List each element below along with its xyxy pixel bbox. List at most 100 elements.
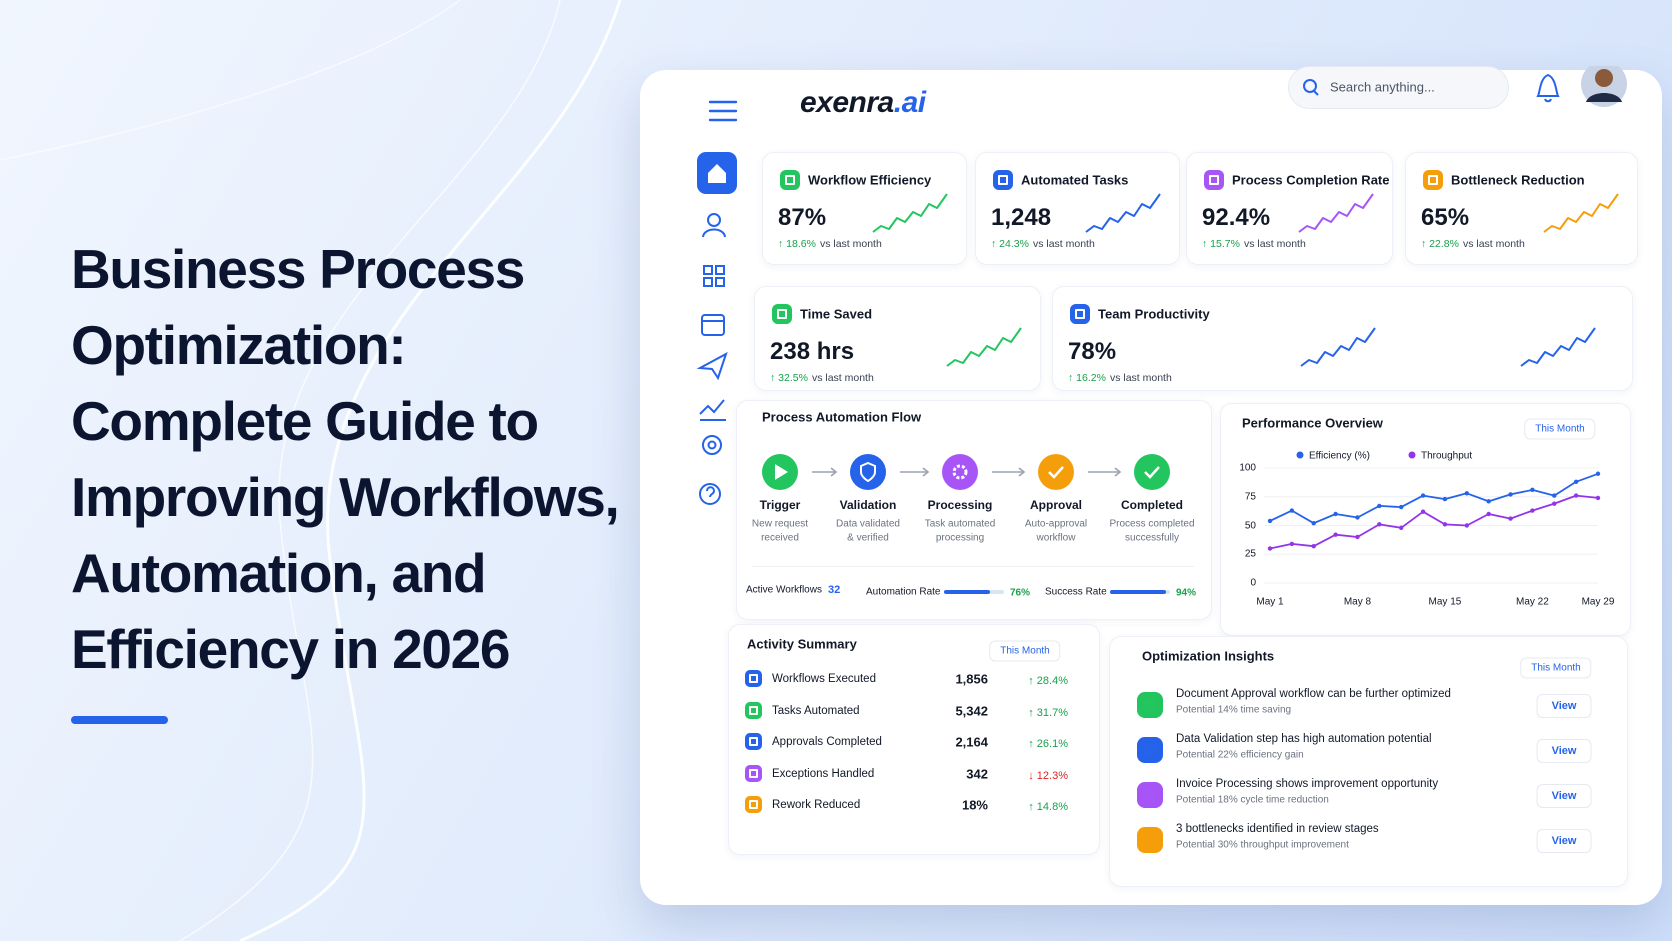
data-point — [1442, 522, 1448, 527]
sparkline — [1298, 193, 1374, 233]
notification-bell[interactable] — [1536, 73, 1560, 103]
flow-step-desc: & verified — [847, 532, 889, 544]
activity-label: Approvals Completed — [772, 736, 882, 748]
legend-label: Throughput — [1421, 450, 1473, 462]
activity-panel — [728, 624, 1100, 855]
flow-panel — [736, 400, 1212, 620]
data-point — [1333, 532, 1338, 537]
activity-label: Tasks Automated — [772, 704, 860, 717]
data-point — [1530, 487, 1535, 493]
flow-title: Process Automation Flow — [762, 409, 922, 425]
flow-step-circle — [1134, 454, 1170, 490]
activity-icon — [745, 733, 762, 750]
stat-label: Automation Rate — [866, 586, 941, 598]
kpi-label: Time Saved — [800, 306, 873, 322]
kpi-label: Workflow Efficiency — [808, 172, 932, 188]
data-point — [1464, 491, 1470, 496]
flow-step-icon — [1048, 466, 1064, 479]
data-point — [1552, 501, 1557, 506]
rate-value: 94% — [1176, 587, 1197, 599]
performance-panel — [1220, 403, 1631, 636]
filter-button[interactable]: This Month — [1524, 418, 1596, 440]
flow-step-name: Approval — [1029, 498, 1083, 512]
flow-step-name: Processing — [927, 498, 993, 512]
hero-title-line: Efficiency in 2026 — [71, 618, 511, 680]
filter-button[interactable]: This Month — [1520, 657, 1592, 679]
sparkline-line — [946, 327, 1022, 367]
kpi-change-note: vs last month — [811, 372, 874, 384]
kpi-change-note: vs last month — [819, 238, 882, 250]
top-bar-icons — [1288, 66, 1627, 109]
view-button[interactable]: View — [1536, 694, 1592, 718]
brand-suffix: .ai — [893, 86, 926, 119]
flow-diagram — [762, 454, 1170, 490]
flow-step-desc: processing — [935, 532, 985, 544]
activity-icon — [745, 796, 762, 813]
x-tick-label: May 1 — [1256, 596, 1284, 608]
flow-arrow — [992, 467, 1026, 477]
view-button[interactable]: View — [1536, 829, 1592, 853]
panel-title: Activity Summary — [747, 636, 857, 652]
rate-bar — [944, 590, 990, 594]
kpi-value: 238 hrs — [770, 338, 855, 365]
activity-icon — [745, 670, 762, 687]
insight-title: Document Approval workflow can be furthe… — [1176, 688, 1451, 700]
sidebar — [696, 100, 738, 505]
y-tick-label: 75 — [1244, 491, 1256, 503]
kpi-change-note: vs last month — [1109, 372, 1172, 384]
flow-divider — [752, 566, 1194, 567]
panel-title: Optimization Insights — [1142, 648, 1275, 664]
menu-icon[interactable] — [708, 100, 738, 122]
series-line — [1269, 472, 1599, 525]
data-point — [1595, 495, 1601, 501]
legend-swatch — [1296, 451, 1304, 459]
data-point — [1377, 522, 1382, 527]
flow-step-circle — [1038, 454, 1074, 490]
kpi-icon — [993, 170, 1013, 190]
activity-label: Exceptions Handled — [772, 767, 875, 780]
data-point — [1573, 479, 1579, 484]
activity-change: ↓ 12.3% — [1028, 769, 1068, 782]
kpi-icon — [1070, 304, 1090, 324]
activity-change: ↑ 14.8% — [1028, 801, 1068, 813]
flow-step-desc: Data validated — [836, 518, 900, 530]
activity-value: 1,856 — [955, 671, 988, 687]
data-point — [1333, 511, 1338, 517]
flow-step-desc: Process completed — [1109, 518, 1195, 530]
sparkline-line — [1085, 193, 1161, 233]
flow-step-icon — [860, 461, 876, 483]
nav-icons[interactable] — [696, 213, 728, 505]
x-tick-label: May 29 — [1581, 596, 1615, 608]
flow-step-desc: received — [761, 532, 799, 544]
view-button[interactable]: View — [1536, 784, 1592, 808]
kpi-value: 65% — [1421, 204, 1470, 231]
activity-value: 2,164 — [955, 734, 988, 750]
flow-step-icon — [1144, 466, 1160, 479]
activity-value: 18% — [961, 797, 988, 813]
hero-title-line: Business Process — [71, 238, 525, 300]
data-point — [1355, 534, 1360, 540]
data-point — [1552, 493, 1557, 498]
filter-button[interactable]: This Month — [989, 640, 1061, 662]
data-point — [1355, 515, 1360, 520]
kpi-change: ↑ 16.2% vs last month — [1068, 372, 1172, 384]
sparkline-line — [1298, 193, 1374, 233]
search-box[interactable] — [1288, 66, 1509, 109]
data-point — [1530, 508, 1535, 513]
data-point — [1464, 523, 1470, 528]
sparkline — [946, 327, 1022, 367]
kpi-value: 1,248 — [991, 204, 1052, 231]
sparkline — [1085, 193, 1161, 233]
hero-title-line: Optimization: — [71, 314, 407, 376]
flow-step-name: Validation — [839, 498, 897, 512]
kpi-change-value: ↑ 15.7% — [1202, 238, 1240, 250]
x-tick-label: May 15 — [1428, 596, 1462, 608]
flow-arrow — [812, 467, 838, 477]
sparkline — [872, 193, 948, 233]
data-point — [1486, 511, 1491, 517]
data-point — [1289, 508, 1295, 513]
view-button[interactable]: View — [1536, 739, 1592, 763]
user-avatar[interactable] — [1581, 66, 1627, 107]
data-point — [1311, 544, 1316, 549]
